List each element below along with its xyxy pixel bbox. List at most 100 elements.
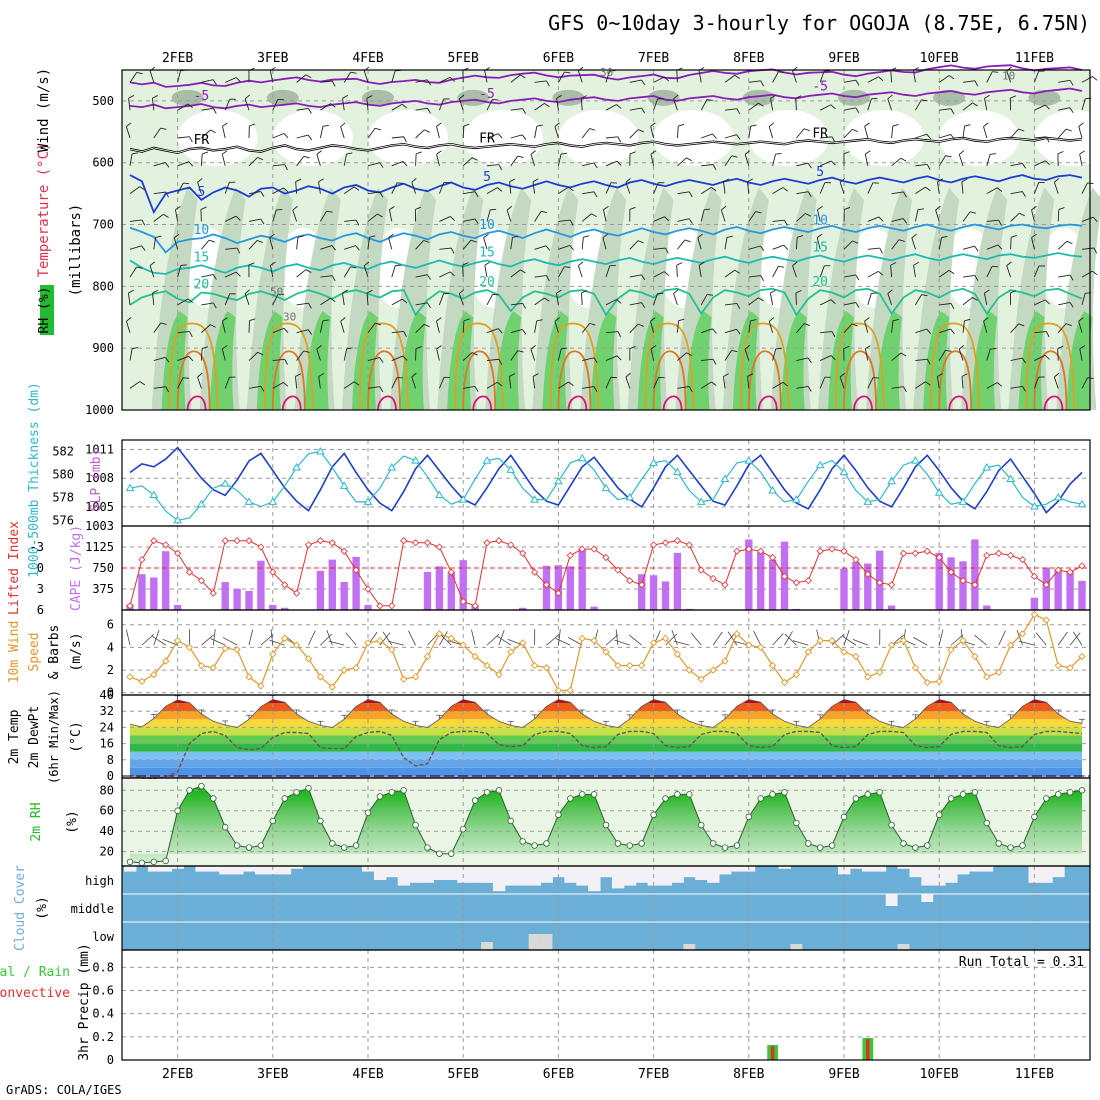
wind-barb-flag: [984, 289, 990, 294]
ylabel-dewpt-2m: 2m DewPt: [27, 706, 42, 769]
wind-speed-marker: [269, 650, 277, 658]
wind-barb-flag: [1069, 274, 1074, 281]
wind-barb-flag: [283, 328, 289, 334]
wind-barb: [320, 275, 333, 278]
wind-speed-marker: [126, 673, 134, 681]
wind-barb-10m: [784, 633, 797, 646]
isotherm-30: [652, 350, 687, 411]
cape-bar: [745, 539, 753, 610]
wind-speed-marker: [162, 657, 170, 665]
wind-barb: [177, 103, 189, 111]
wind-barb: [724, 108, 737, 111]
wind-barb: [653, 377, 659, 389]
wind-barb-flag: [201, 346, 208, 349]
cloud-level-label: low: [92, 930, 114, 944]
wind-barb: [867, 182, 874, 194]
wind-barb: [867, 216, 880, 222]
wind-barb: [769, 293, 774, 305]
wind-speed-marker: [1018, 630, 1027, 638]
wind-barb-10m: [628, 634, 642, 646]
wind-barb: [436, 126, 440, 139]
wind-barb-flag: [664, 76, 670, 82]
wind-barb-flag: [536, 124, 543, 127]
slp-tick: 1003: [85, 519, 114, 533]
wind-barb: [677, 218, 690, 222]
wind-barb: [582, 386, 595, 389]
rh2m-marker: [781, 789, 788, 796]
wind-barb: [177, 70, 181, 83]
rh-moist-plume: [390, 187, 436, 410]
rh-contour-label: 30: [283, 310, 296, 323]
wind-barb: [174, 209, 179, 222]
isotherm-label: 5: [816, 165, 824, 180]
wind-barb: [391, 136, 404, 139]
wind-barb: [650, 126, 655, 139]
wind-barb-flag: [1078, 317, 1084, 322]
wind-barb-flag: [126, 122, 132, 127]
wind-barb: [411, 182, 417, 194]
temp-color-band: [130, 775, 1082, 778]
ylabel-rh: RH (%): [37, 287, 52, 334]
cape-bar: [852, 561, 860, 610]
wind-barb-flag: [141, 245, 146, 251]
wind-barb: [915, 381, 926, 389]
wind-barb: [936, 376, 940, 389]
wind-barb: [225, 271, 237, 278]
wind-barb: [1010, 162, 1023, 167]
wind-barb-flag: [913, 261, 920, 266]
cloud-high-gap: [838, 866, 851, 875]
wind-barb-flag: [149, 261, 156, 267]
wind-barb: [173, 237, 179, 250]
rh2m-marker: [686, 791, 693, 798]
cloud-high-gap: [671, 866, 684, 883]
wind-barb: [772, 219, 785, 222]
temp-color-band: [130, 751, 1082, 760]
rh2m-marker: [507, 817, 514, 825]
rh2m-marker: [888, 821, 895, 829]
wind-barb-flag: [736, 303, 741, 309]
cape-tick: 1125: [85, 540, 114, 554]
rh2m-marker: [912, 844, 919, 851]
cape-bar: [257, 560, 265, 610]
wind-barb-flag: [427, 302, 431, 309]
cape-bar: [983, 605, 991, 610]
wind-barb-flag: [758, 102, 764, 107]
wind-barb: [391, 103, 403, 111]
wind-barb: [1081, 76, 1093, 83]
wind-barb-flag: [686, 157, 692, 162]
cape-bar: [649, 575, 658, 610]
wind-barb: [316, 154, 321, 166]
wind-barb: [986, 71, 993, 83]
wind-speed-marker: [292, 641, 301, 649]
wind-barb-flag: [536, 319, 543, 322]
cape-bar: [269, 604, 277, 610]
wind-barb: [605, 377, 612, 389]
wind-barb-flag: [617, 136, 622, 143]
wind-barb: [864, 321, 869, 333]
wind-barb-flag: [903, 386, 907, 393]
wind-barb: [438, 293, 444, 306]
wind-barb-flag: [546, 275, 550, 282]
wind-barb-10m: [320, 633, 333, 646]
wind-barb: [915, 328, 927, 334]
wind-barb: [177, 298, 189, 306]
wind-barb-flag: [297, 235, 304, 238]
wind-barb-flag: [340, 317, 346, 322]
wind-barb: [296, 350, 305, 361]
wind-speed-marker: [554, 686, 563, 695]
date-label-top: 9FEB: [828, 51, 859, 66]
wind-barb-flag: [197, 372, 203, 378]
thickness-marker: [839, 467, 849, 476]
rh2m-marker: [364, 809, 372, 816]
wind-barb-flag: [463, 123, 470, 127]
wind-barb-flag: [839, 372, 846, 378]
wind-barb: [200, 348, 203, 361]
wind-barb-flag: [221, 150, 228, 155]
rh2m-marker: [436, 850, 443, 857]
slp-tick: 1011: [85, 443, 114, 457]
wind-barb-flag: [902, 218, 908, 224]
wind-barb-flag: [852, 128, 858, 132]
wind-barb-flag: [921, 294, 928, 297]
wind-barb: [129, 245, 142, 250]
